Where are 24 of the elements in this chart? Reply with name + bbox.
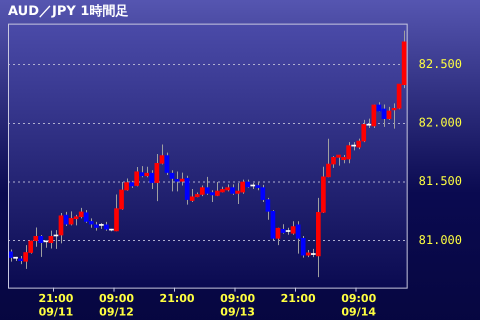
x-tick-label: 21:00 09/11 (38, 292, 74, 318)
chart-title: AUD／JPY 1時間足 (8, 4, 128, 20)
x-tick-label: 09:00 09/12 (98, 292, 134, 318)
candlestick (280, 224, 286, 234)
x-tick-label: 09:00 09/13 (220, 292, 256, 318)
x-tick-label: 21:00 (160, 292, 195, 306)
y-tick-label: 82.000 (418, 115, 462, 130)
candlestick (48, 230, 54, 250)
candlestick (149, 170, 154, 190)
candlestick (54, 230, 58, 250)
y-tick-label: 82.500 (418, 56, 462, 71)
candlestick (174, 170, 180, 192)
candlestick (230, 184, 235, 196)
candlestick (276, 227, 280, 246)
x-tick-label: 21:00 (280, 292, 316, 306)
candlestick (184, 175, 190, 206)
candlestick (144, 166, 150, 178)
candlestick (134, 166, 140, 187)
candlestick (372, 104, 376, 129)
candlestick (180, 172, 184, 186)
y-tick-label: 81.000 (418, 232, 462, 247)
candlestick (290, 220, 296, 236)
y-tick-label: 81.500 (418, 174, 462, 188)
x-tick-label: 09:00 09/14 (341, 292, 377, 318)
